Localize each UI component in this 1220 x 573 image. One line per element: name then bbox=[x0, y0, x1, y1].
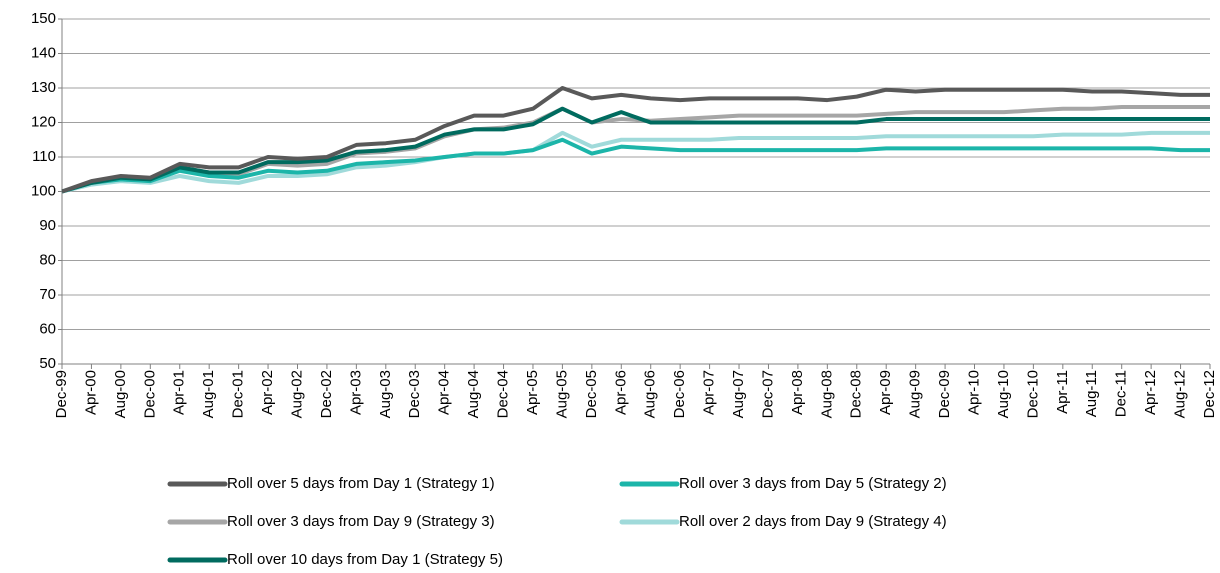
x-tick-label: Apr-12 bbox=[1142, 370, 1159, 415]
y-tick-label: 110 bbox=[32, 148, 56, 165]
x-tick-label: Apr-05 bbox=[524, 370, 541, 415]
x-tick-label: Aug-02 bbox=[288, 370, 305, 418]
y-tick-label: 140 bbox=[31, 44, 56, 61]
x-tick-label: Dec-06 bbox=[671, 370, 688, 418]
y-tick-label: 70 bbox=[39, 286, 56, 303]
x-tick-label: Aug-08 bbox=[818, 370, 835, 418]
x-tick-label: Apr-00 bbox=[82, 370, 99, 415]
x-tick-label: Dec-04 bbox=[495, 370, 512, 418]
x-tick-label: Aug-12 bbox=[1172, 370, 1189, 418]
x-tick-label: Aug-10 bbox=[995, 370, 1012, 418]
x-tick-label: Aug-06 bbox=[642, 370, 659, 418]
x-tick-label: Dec-99 bbox=[53, 370, 70, 418]
legend-label: Roll over 3 days from Day 9 (Strategy 3) bbox=[227, 513, 495, 530]
x-tick-label: Aug-11 bbox=[1083, 370, 1100, 417]
series-line bbox=[61, 86, 1210, 194]
y-tick-label: 100 bbox=[31, 182, 56, 199]
y-tick-label: 130 bbox=[31, 79, 56, 96]
x-tick-label: Apr-11 bbox=[1054, 370, 1071, 414]
x-tick-label: Dec-01 bbox=[230, 370, 247, 418]
x-tick-label: Aug-00 bbox=[112, 370, 129, 418]
series-line bbox=[61, 137, 1210, 194]
legend-label: Roll over 2 days from Day 9 (Strategy 4) bbox=[679, 513, 947, 530]
x-tick-label: Dec-02 bbox=[318, 370, 335, 418]
x-tick-label: Apr-09 bbox=[877, 370, 894, 415]
x-tick-label: Apr-08 bbox=[789, 370, 806, 415]
x-tick-label: Dec-08 bbox=[848, 370, 865, 418]
y-tick-label: 60 bbox=[39, 320, 56, 337]
x-tick-label: Aug-05 bbox=[553, 370, 570, 418]
x-tick-label: Apr-02 bbox=[259, 370, 276, 415]
legend-label: Roll over 5 days from Day 1 (Strategy 1) bbox=[227, 475, 495, 492]
x-tick-label: Aug-01 bbox=[200, 370, 217, 418]
y-tick-label: 90 bbox=[39, 217, 56, 234]
x-tick-label: Aug-07 bbox=[730, 370, 747, 418]
legend-label: Roll over 3 days from Day 5 (Strategy 2) bbox=[679, 475, 947, 492]
x-tick-label: Aug-03 bbox=[377, 370, 394, 418]
y-tick-label: 120 bbox=[31, 113, 56, 130]
x-tick-label: Apr-03 bbox=[347, 370, 364, 415]
series-line bbox=[61, 130, 1210, 194]
x-tick-label: Apr-06 bbox=[612, 370, 629, 415]
x-tick-label: Dec-00 bbox=[141, 370, 158, 418]
legend-label: Roll over 10 days from Day 1 (Strategy 5… bbox=[227, 551, 503, 568]
series-line bbox=[61, 106, 1210, 194]
y-tick-label: 150 bbox=[31, 10, 56, 27]
x-tick-label: Dec-09 bbox=[936, 370, 953, 418]
x-tick-label: Dec-07 bbox=[759, 370, 776, 418]
x-tick-label: Dec-12 bbox=[1201, 370, 1218, 418]
x-tick-label: Aug-04 bbox=[465, 370, 482, 418]
x-tick-label: Dec-10 bbox=[1024, 370, 1041, 418]
x-tick-label: Apr-01 bbox=[171, 370, 188, 415]
x-tick-label: Dec-03 bbox=[406, 370, 423, 418]
x-tick-label: Dec-11 bbox=[1113, 370, 1130, 417]
x-tick-label: Apr-10 bbox=[965, 370, 982, 415]
x-tick-label: Apr-07 bbox=[701, 370, 718, 415]
y-tick-label: 50 bbox=[39, 355, 56, 372]
x-tick-label: Aug-09 bbox=[907, 370, 924, 418]
x-tick-label: Dec-05 bbox=[583, 370, 600, 418]
y-tick-label: 80 bbox=[39, 251, 56, 268]
x-tick-label: Apr-04 bbox=[436, 370, 453, 415]
